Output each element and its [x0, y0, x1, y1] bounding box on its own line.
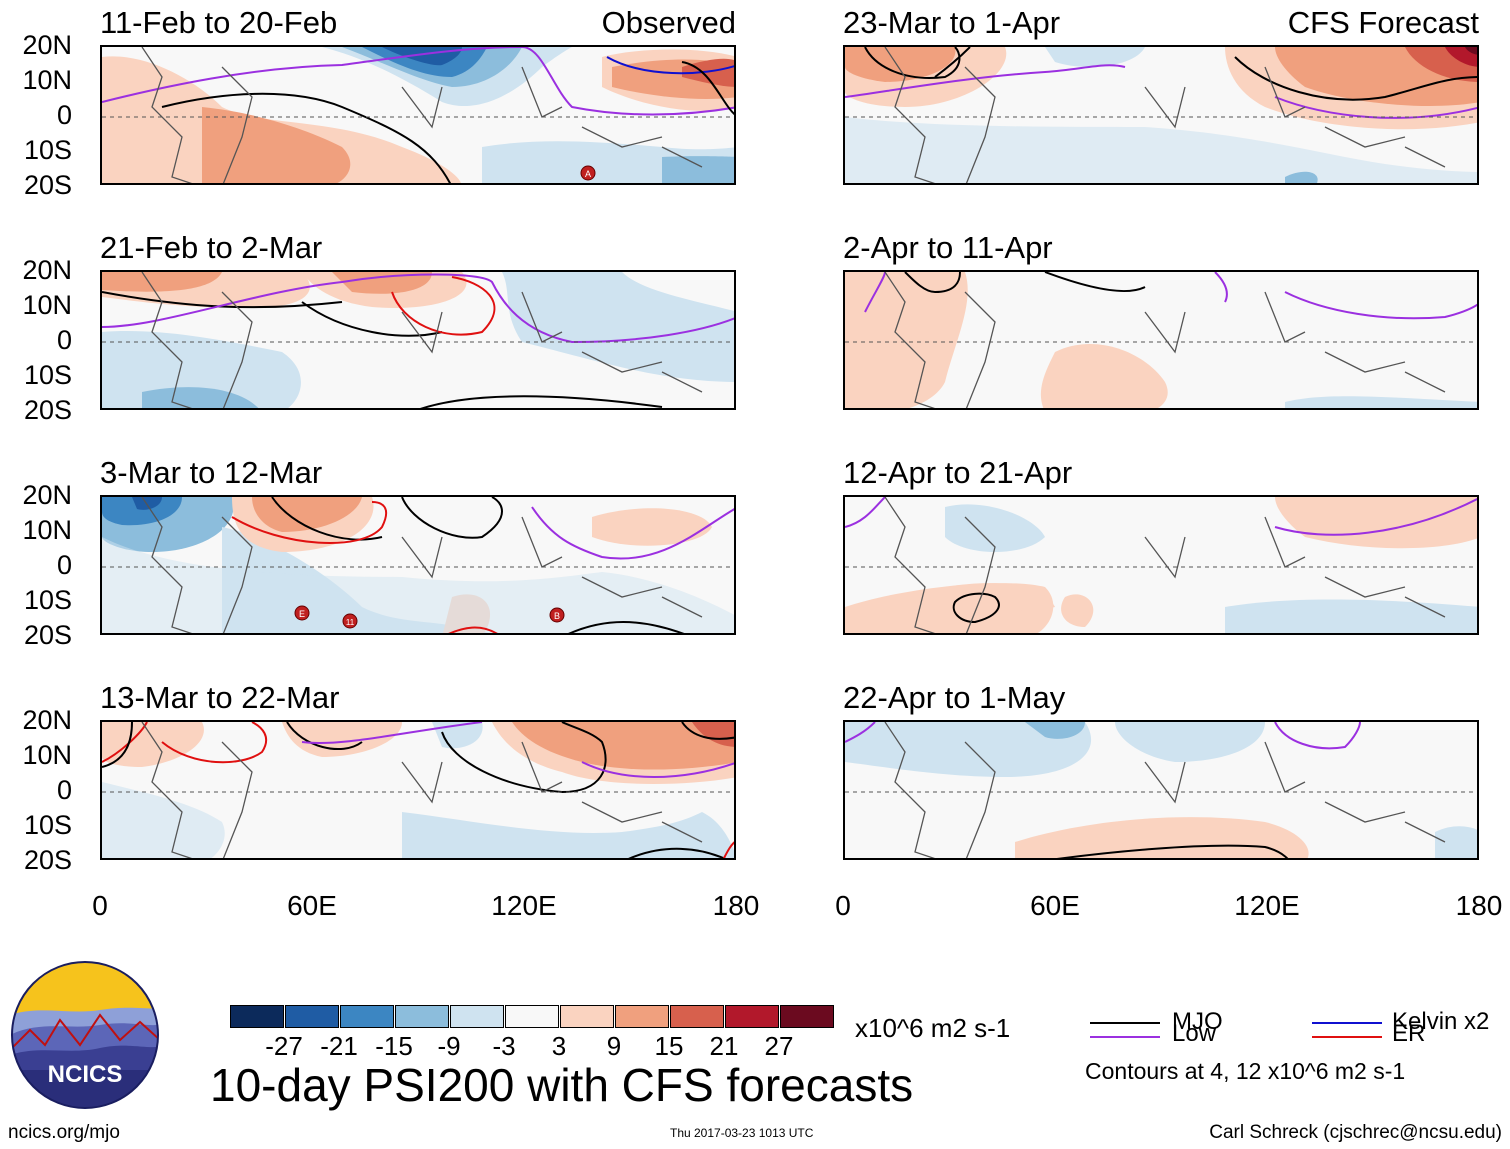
footer-url[interactable]: ncics.org/mjo [8, 1122, 120, 1143]
colorbar-units: x10^6 m2 s-1 [855, 1013, 1011, 1043]
colorbar-tick: -3 [492, 1031, 516, 1061]
svg-text:B: B [554, 611, 560, 621]
lat-tick: 0 [56, 775, 72, 805]
colorbar-tick: -15 [375, 1031, 413, 1061]
panel-title: 3-Mar to 12-Mar [100, 455, 323, 490]
psi-map: E 11 B [100, 495, 736, 635]
lat-tick: 0 [56, 550, 72, 580]
psi-map [843, 270, 1479, 410]
logo-text: NCICS [48, 1061, 123, 1088]
color-box [780, 1005, 834, 1028]
color-box [725, 1005, 779, 1028]
lon-tick: 180 [712, 890, 760, 921]
legend-line-kelvin [1312, 1022, 1382, 1024]
lat-tick: 20N [22, 705, 72, 735]
colorbar-tick: -21 [320, 1031, 358, 1061]
main-title: 10-day PSI200 with CFS forecasts [210, 1059, 914, 1111]
svg-text:A: A [585, 169, 591, 179]
legend-label-low: Low [1172, 1020, 1217, 1047]
legend-line-mjo [1090, 1022, 1160, 1024]
color-box [285, 1005, 339, 1028]
storm-marker: E [294, 605, 310, 621]
legend-label-mjo: MJO [1172, 1008, 1223, 1035]
footer-timestamp: Thu 2017-03-23 1013 UTC [670, 1126, 814, 1140]
lon-tick: 0 [835, 890, 851, 921]
forecast-label: CFS Forecast [1287, 5, 1479, 40]
lon-tick: 120E [491, 890, 557, 921]
color-box [395, 1005, 449, 1028]
panel-observed-1: 11-Feb to 20-Feb Observed A [100, 5, 736, 185]
lat-tick: 10N [22, 515, 72, 545]
footer-author: Carl Schreck (cjschrec@ncsu.edu) [1209, 1122, 1502, 1143]
color-box [505, 1005, 559, 1028]
lat-tick: 20S [23, 620, 72, 650]
lat-tick: 10S [23, 585, 72, 615]
colorbar-tick: 9 [606, 1031, 622, 1061]
colorbar-tick: 15 [654, 1031, 684, 1061]
lon-tick: 0 [92, 890, 108, 921]
lat-tick: 10S [23, 360, 72, 390]
panel-observed-3: 3-Mar to 12-Mar E [100, 455, 736, 635]
panel-forecast-1: 23-Mar to 1-Apr CFS Forecast [843, 5, 1479, 185]
panel-title: 2-Apr to 11-Apr [843, 230, 1053, 265]
psi-map [843, 495, 1479, 635]
panel-forecast-4: 22-Apr to 1-May [843, 680, 1479, 860]
colorbar-tick: -9 [437, 1031, 461, 1061]
panel-title: 22-Apr to 1-May [843, 680, 1066, 715]
legend-label-kelvin: Kelvin x2 [1392, 1008, 1490, 1035]
color-box [340, 1005, 394, 1028]
lat-tick: 20S [23, 845, 72, 875]
colorbar-tick: 27 [764, 1031, 794, 1061]
contour-note: Contours at 4, 12 x10^6 m2 s-1 [1085, 1058, 1406, 1084]
lat-tick: 20S [23, 395, 72, 425]
color-box [670, 1005, 724, 1028]
lat-tick: 20S [23, 170, 72, 200]
psi-map: A [100, 45, 736, 185]
lat-tick: 20N [22, 30, 72, 60]
storm-marker: B [549, 607, 565, 623]
psi-map [100, 720, 736, 860]
lon-tick: 60E [287, 890, 337, 921]
colorbar-tick: 21 [709, 1031, 739, 1061]
lat-tick: 10N [22, 290, 72, 320]
lon-tick: 120E [1234, 890, 1300, 921]
panel-title: 11-Feb to 20-Feb [100, 5, 338, 40]
lat-tick: 10N [22, 65, 72, 95]
panel-forecast-3: 12-Apr to 21-Apr [843, 455, 1479, 635]
ncics-logo: NCICS [10, 960, 160, 1110]
panel-forecast-2: 2-Apr to 11-Apr [843, 230, 1479, 410]
panel-observed-2: 21-Feb to 2-Mar [100, 230, 736, 410]
panel-observed-4: 13-Mar to 22-Mar [100, 680, 736, 860]
colorbar-tick: 3 [551, 1031, 567, 1061]
psi-map [843, 45, 1479, 185]
lat-tick: 20N [22, 255, 72, 285]
lat-tick: 10N [22, 740, 72, 770]
lat-tick: 0 [56, 100, 72, 130]
color-box [230, 1005, 284, 1028]
colorbar-tick: -27 [265, 1031, 303, 1061]
psi-map [843, 720, 1479, 860]
psi-map [100, 270, 736, 410]
storm-marker: 11 [342, 613, 358, 629]
svg-text:E: E [299, 609, 305, 619]
lat-tick: 20N [22, 480, 72, 510]
legend-label-er: ER [1392, 1020, 1426, 1047]
lon-tick: 60E [1030, 890, 1080, 921]
legend-line-er [1312, 1036, 1382, 1038]
lat-tick: 0 [56, 325, 72, 355]
panel-title: 23-Mar to 1-Apr [843, 5, 1061, 40]
observed-label: Observed [601, 5, 736, 40]
lon-tick: 180 [1455, 890, 1503, 921]
legend-line-low [1090, 1036, 1160, 1038]
color-box [450, 1005, 504, 1028]
lat-tick: 10S [23, 135, 72, 165]
storm-marker: A [580, 165, 596, 181]
color-box [560, 1005, 614, 1028]
panel-title: 13-Mar to 22-Mar [100, 680, 340, 715]
panel-title: 12-Apr to 21-Apr [843, 455, 1073, 490]
lat-tick: 10S [23, 810, 72, 840]
svg-text:11: 11 [346, 618, 355, 627]
color-box [615, 1005, 669, 1028]
panel-title: 21-Feb to 2-Mar [100, 230, 323, 265]
